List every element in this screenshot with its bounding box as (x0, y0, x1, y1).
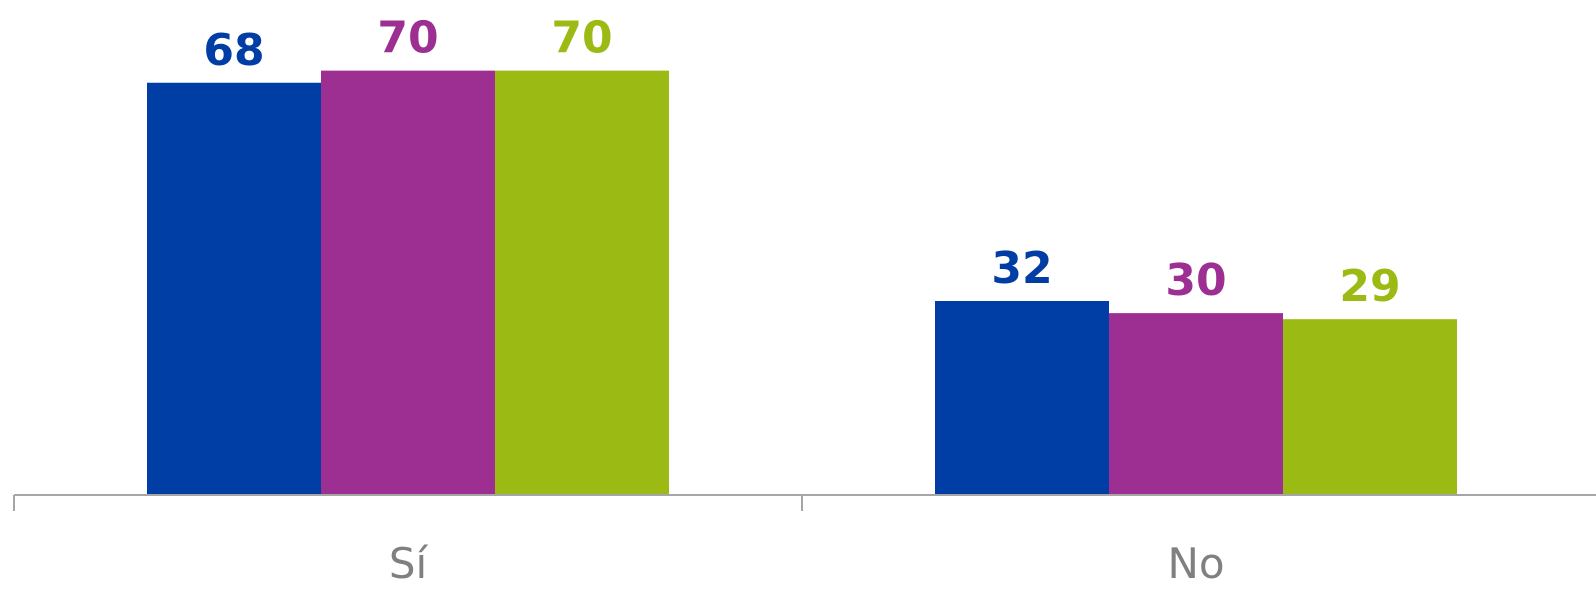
data-label-series2-1: 30 (1165, 255, 1226, 306)
data-label-series3-1: 29 (1339, 261, 1400, 312)
data-label-series1-0: 68 (203, 25, 264, 76)
data-label-series1-1: 32 (991, 243, 1052, 294)
category-label-1: No (1167, 539, 1224, 588)
bar-series3-1 (1283, 319, 1457, 495)
bars-layer (147, 70, 1457, 495)
x-axis (13, 494, 1596, 511)
bar-series2-1 (1109, 313, 1283, 495)
value-labels-layer: 68 70 70 32 30 29 (203, 13, 1400, 313)
bar-series1-1 (935, 301, 1109, 495)
bar-series3-0 (495, 70, 669, 495)
bar-series2-0 (321, 70, 495, 495)
data-label-series2-0: 70 (377, 13, 438, 64)
category-labels-layer: Sí No (389, 539, 1225, 588)
bar-series1-0 (147, 82, 321, 495)
category-label-0: Sí (389, 539, 429, 588)
data-label-series3-0: 70 (551, 13, 612, 64)
